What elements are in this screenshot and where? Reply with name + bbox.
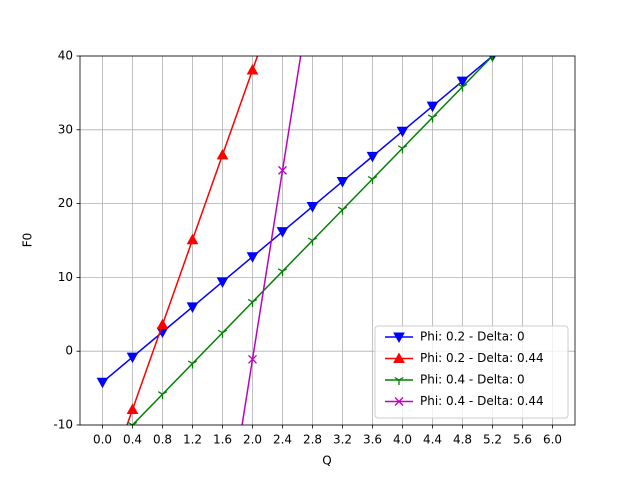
data-point [278,165,287,175]
data-point [306,202,319,213]
x-tick-label: 4.4 [423,433,442,447]
data-point [246,252,259,263]
legend-label: Phi: 0.2 - Delta: 0 [420,330,525,344]
x-tick-label: 3.2 [333,433,352,447]
legend-label: Phi: 0.4 - Delta: 0.44 [420,394,544,408]
x-tick-label: 5.2 [483,433,502,447]
data-point [396,126,409,138]
y-tick-label: 20 [58,196,73,210]
x-tick-label: 0.4 [123,433,142,447]
data-point [126,403,139,415]
x-tick-label: 1.2 [183,433,202,447]
series-line [131,56,494,425]
data-point [247,298,258,307]
data-point [336,176,349,188]
legend: Phi: 0.2 - Delta: 0 Phi: 0.2 - Delta: 0.4… [374,325,569,419]
x-tick-label: 5.6 [513,433,532,447]
data-point [427,114,438,123]
data-point [98,453,107,461]
x-tick-label: 0.0 [93,433,112,447]
data-point [127,421,138,425]
legend-marker [394,397,404,406]
plot-area [96,2,558,461]
data-point [456,76,469,88]
data-point [491,56,494,61]
x-axis-label: Q [322,454,331,468]
data-point [216,277,229,288]
data-point [157,391,168,400]
data-point [246,63,259,75]
data-point [337,206,348,215]
ticks: 0.0 0.4 0.8 1.2 1.6 2.0 2.4 2.8 3.2 3.6 4.0 4.4 4.8 5… [53,49,562,447]
y-tick-label: 10 [58,270,73,284]
data-point [367,175,378,185]
data-point [217,329,228,338]
data-point [156,318,169,330]
data-point [126,352,139,364]
axes-frame [79,55,576,426]
y-axis-label: F0 [21,233,35,248]
y-tick-label: -10 [53,418,73,432]
data-point [426,101,439,113]
legend-marker [393,352,405,363]
data-point [216,148,229,160]
x-tick-label: 2.8 [303,433,322,447]
x-tick-label: 1.6 [213,433,232,447]
data-point [518,27,528,36]
data-point [276,227,289,238]
x-tick-label: 3.6 [363,433,382,447]
series-line [102,56,494,383]
y-tick-label: 30 [58,122,73,136]
legend-marker [393,332,405,344]
data-point [548,2,558,11]
x-tick-label: 4.8 [453,433,472,447]
legend-box [374,325,569,419]
x-tick-label: 4.0 [393,433,412,447]
data-point [186,302,199,313]
data-point [397,145,408,154]
x-tick-label: 6.0 [543,433,562,447]
legend-label: Phi: 0.2 - Delta: 0.44 [420,351,544,365]
data-point [366,151,379,163]
legend-marker [394,376,404,385]
x-tick-label: 2.4 [273,433,292,447]
data-point [186,233,199,245]
data-point [248,354,257,364]
data-point [307,237,318,246]
data-point [96,377,109,389]
data-point [187,360,198,369]
series-line [241,56,302,425]
legend-label: Phi: 0.4 - Delta: 0 [420,373,525,387]
x-tick-label: 2.0 [243,433,262,447]
y-tick-label: 0 [65,344,73,358]
data-point [518,23,527,31]
y-tick-label: 40 [58,49,73,63]
data-point [457,83,468,92]
data-point [277,268,288,277]
x-tick-label: 0.8 [153,433,172,447]
